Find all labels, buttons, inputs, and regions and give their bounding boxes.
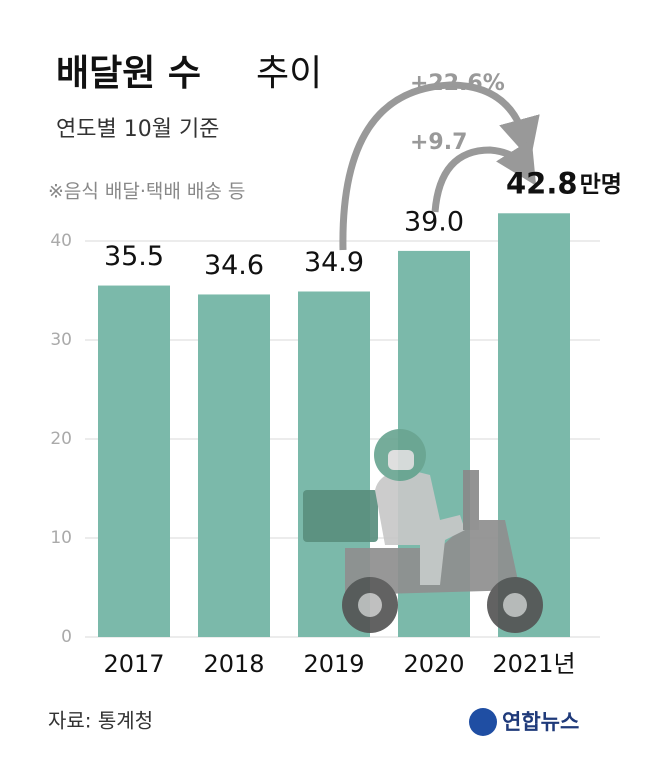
note: ※음식 배달·택배 배송 등: [48, 181, 245, 203]
value-label: 42.8: [506, 166, 578, 200]
value-label: 35.5: [104, 241, 164, 272]
value-label: 34.6: [204, 250, 264, 281]
y-tick-label: 20: [50, 429, 72, 449]
chart-title: 배달원 수: [56, 53, 201, 94]
x-tick-label: 2018: [203, 650, 264, 678]
value-label: 39.0: [404, 206, 464, 237]
source: 자료: 통계청: [48, 709, 153, 733]
bar: [198, 294, 270, 637]
y-tick-label: 40: [50, 231, 72, 251]
y-tick-label: 30: [50, 330, 72, 350]
x-tick-label: 2020: [403, 650, 464, 678]
chart-title-suffix: 추이: [256, 53, 322, 94]
x-tick-label: 2021년: [492, 650, 575, 678]
logo: 연합뉴스: [502, 710, 579, 734]
y-tick-label: 0: [61, 627, 72, 647]
logo-mark: [469, 708, 497, 736]
x-tick-label: 2019: [303, 650, 364, 678]
annotation: +22.6%: [410, 71, 505, 96]
bar: [98, 285, 170, 637]
y-tick-label: 10: [50, 528, 72, 548]
subtitle: 연도별 10월 기준: [56, 117, 219, 142]
x-tick-label: 2017: [103, 650, 164, 678]
arrow: [339, 81, 540, 251]
arrow: [431, 139, 537, 213]
value-label-unit: 만명: [580, 172, 622, 198]
annotation: +9.7: [410, 130, 467, 155]
scooter-illustration: [303, 429, 543, 633]
value-label: 34.9: [304, 247, 364, 278]
